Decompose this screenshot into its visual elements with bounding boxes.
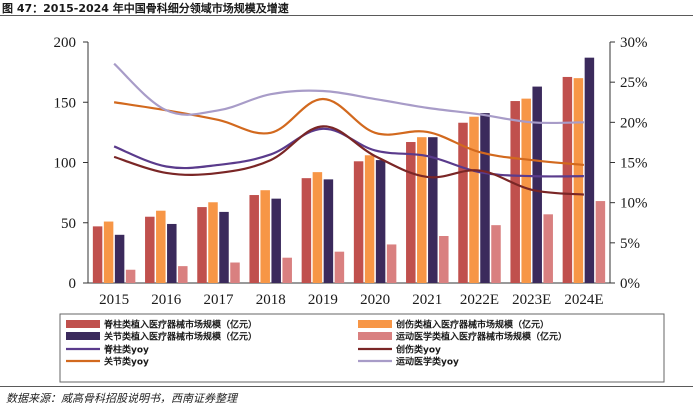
x-tick-label: 2018 — [256, 292, 286, 308]
bar — [428, 137, 438, 283]
bar — [417, 137, 427, 283]
legend-label: 关节类yoy — [104, 356, 149, 368]
bar — [156, 210, 166, 283]
bar — [312, 172, 323, 283]
bar — [562, 76, 573, 283]
bar — [532, 86, 542, 284]
bar — [480, 113, 490, 283]
legend-label: 脊柱类植入医疗器械市场规模（亿元） — [103, 319, 257, 331]
bar — [510, 101, 520, 283]
legend-swatch — [66, 320, 100, 328]
bar — [375, 160, 386, 283]
footer-divider — [0, 386, 693, 387]
x-tick-label: 2019 — [308, 292, 338, 308]
bar — [584, 57, 595, 283]
x-axis: 2015 2016 2017 2018 2019 2020 2021 2022E 2023E 20… — [99, 292, 603, 308]
left-tick-label: 150 — [54, 95, 77, 111]
bar — [521, 98, 531, 283]
x-tick-label: 2016 — [151, 292, 182, 308]
legend-label: 创伤类植入医疗器械市场规模（亿元） — [395, 319, 549, 331]
line-layer — [113, 62, 585, 196]
right-tick-label: 20% — [620, 115, 648, 131]
bar — [260, 190, 270, 283]
right-tick-label: 5% — [620, 236, 640, 252]
x-tick-label: 2015 — [99, 292, 129, 308]
left-tick-label: 200 — [54, 35, 77, 51]
right-tick-label: 30% — [620, 35, 648, 51]
left-tick-label: 0 — [69, 276, 77, 292]
legend-label: 运动医学类yoy — [396, 356, 459, 368]
bar — [249, 195, 259, 283]
bar — [92, 226, 103, 283]
source-note: 数据来源：威高骨科招股说明书，西南证券整理 — [6, 392, 237, 405]
bar — [573, 78, 584, 284]
x-tick-label: 2022E — [460, 292, 499, 308]
bar — [364, 155, 375, 283]
x-tick-label: 2017 — [204, 292, 235, 308]
bar — [323, 179, 334, 283]
bar — [491, 225, 501, 283]
bar — [406, 142, 416, 283]
title-divider — [0, 15, 693, 16]
legend-swatch — [66, 332, 100, 340]
legend-swatch — [358, 332, 392, 340]
bar — [271, 198, 281, 283]
bar — [197, 207, 207, 283]
legend-label: 运动医学类植入医疗器械市场规模（亿元） — [396, 331, 567, 343]
right-tick-label: 15% — [620, 156, 648, 172]
plot-frame — [87, 42, 611, 284]
bar — [103, 221, 114, 283]
bar — [145, 216, 155, 283]
bar — [208, 202, 218, 283]
bar — [114, 234, 125, 283]
legend-swatch — [358, 320, 392, 328]
legend-label: 脊柱类yoy — [103, 344, 149, 356]
bar — [125, 269, 136, 283]
x-tick-label: 2020 — [360, 292, 390, 308]
series-line — [113, 62, 584, 125]
bar — [178, 266, 188, 283]
x-tick-label: 2023E — [512, 292, 551, 308]
right-tick-label: 10% — [620, 196, 648, 212]
right-tick-label: 25% — [620, 75, 648, 91]
bar — [334, 251, 345, 283]
right-axis: 0% 5% 10% 15% 20% 25% 30% — [610, 35, 648, 292]
bar — [386, 244, 397, 283]
bar — [458, 122, 468, 283]
left-tick-label: 100 — [54, 156, 77, 172]
bar — [595, 201, 606, 283]
legend-label: 创伤类yoy — [395, 344, 441, 356]
legend: 脊柱类植入医疗器械市场规模（亿元） 创伤类植入医疗器械市场规模（亿元） 关节类植入医… — [59, 313, 665, 383]
bar-layer — [92, 57, 606, 284]
bar — [219, 211, 229, 283]
bar — [301, 178, 312, 283]
series-line — [113, 125, 585, 196]
bar — [439, 236, 449, 283]
bar — [282, 257, 292, 283]
bar — [469, 116, 479, 284]
left-tick-label: 50 — [61, 216, 76, 232]
x-tick-label: 2024E — [564, 292, 603, 308]
bar — [167, 223, 177, 283]
legend-box — [59, 313, 665, 383]
legend-label: 关节类植入医疗器械市场规模（亿元） — [104, 331, 257, 343]
x-tick-label: 2021 — [412, 292, 442, 308]
right-tick-label: 0% — [620, 276, 640, 292]
bar — [230, 262, 240, 283]
left-axis: 0 50 100 150 200 — [54, 35, 88, 292]
bar — [543, 214, 553, 283]
bar — [353, 161, 364, 283]
chart-title: 图 47：2015-2024 年中国骨科细分领域市场规模及增速 — [2, 2, 289, 15]
